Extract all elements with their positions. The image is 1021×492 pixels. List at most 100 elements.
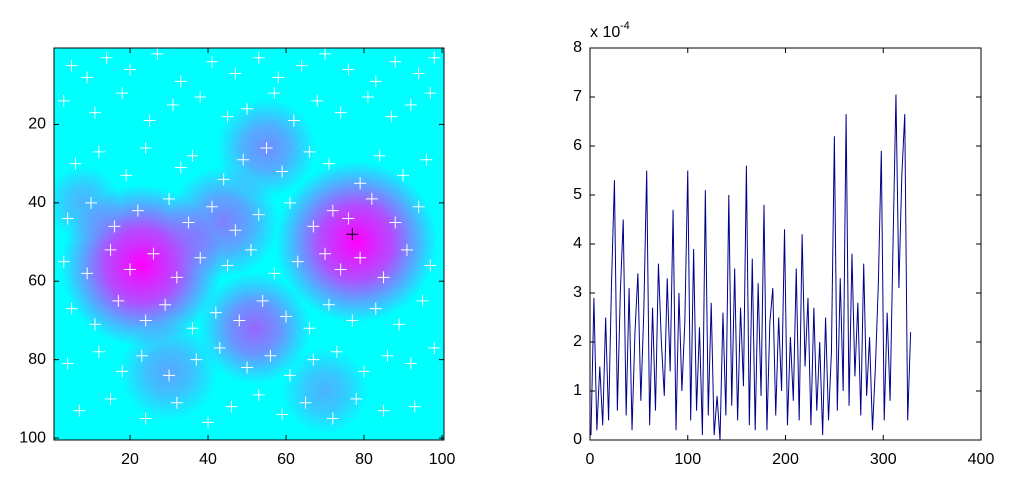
point-marker xyxy=(428,341,441,354)
x-tick-label: 200 xyxy=(772,451,799,468)
point-marker xyxy=(319,48,332,60)
x-tick-label: 20 xyxy=(121,451,139,468)
point-marker xyxy=(233,314,246,327)
point-marker xyxy=(124,63,137,76)
x-tick-label: 400 xyxy=(968,451,995,468)
y-tick-label: 1 xyxy=(573,382,582,399)
point-marker xyxy=(369,302,382,315)
point-marker xyxy=(57,94,70,107)
point-marker xyxy=(116,87,129,100)
point-marker xyxy=(217,173,230,186)
point-marker xyxy=(252,208,265,221)
point-marker xyxy=(190,353,203,366)
background xyxy=(590,48,981,440)
point-marker xyxy=(116,365,129,378)
point-marker xyxy=(237,153,250,166)
point-marker xyxy=(385,110,398,123)
point-marker xyxy=(139,314,152,327)
point-marker xyxy=(322,298,335,311)
point-marker xyxy=(241,361,254,374)
x-tick-label: 0 xyxy=(586,451,595,468)
point-marker xyxy=(299,396,312,409)
point-marker xyxy=(170,396,183,409)
point-marker xyxy=(112,294,125,307)
point-marker xyxy=(92,345,105,358)
y-tick-label: 7 xyxy=(573,88,582,105)
point-marker xyxy=(229,224,242,237)
point-marker xyxy=(73,404,86,417)
point-marker xyxy=(147,247,160,260)
point-marker xyxy=(61,212,74,225)
point-marker xyxy=(252,51,265,64)
point-marker xyxy=(272,71,285,84)
point-marker xyxy=(428,51,441,64)
point-marker xyxy=(377,271,390,284)
point-marker xyxy=(283,196,296,209)
y-tick-label: 4 xyxy=(573,235,582,252)
point-marker xyxy=(104,243,117,256)
point-marker xyxy=(252,388,265,401)
point-marker xyxy=(326,412,339,425)
point-marker xyxy=(174,75,187,88)
point-marker xyxy=(194,251,207,264)
plot-area xyxy=(54,48,444,440)
point-marker xyxy=(412,67,425,80)
hotspot xyxy=(275,160,438,324)
point-marker xyxy=(389,216,402,229)
y-tick-label: 8 xyxy=(573,39,582,56)
y-tick-label: 100 xyxy=(19,429,46,446)
x-tick-label: 80 xyxy=(355,451,373,468)
point-marker xyxy=(334,106,347,119)
point-marker xyxy=(57,255,70,268)
point-marker xyxy=(88,106,101,119)
point-marker xyxy=(354,251,367,264)
point-marker xyxy=(397,169,410,182)
point-marker xyxy=(88,318,101,331)
point-marker xyxy=(358,365,371,378)
x-tick-label: 300 xyxy=(870,451,897,468)
x-tick-label: 100 xyxy=(429,451,456,468)
point-marker xyxy=(365,192,378,205)
point-marker xyxy=(159,298,172,311)
point-marker xyxy=(205,55,218,68)
point-marker xyxy=(221,259,234,272)
point-marker xyxy=(408,400,421,413)
point-marker xyxy=(81,267,94,280)
point-marker xyxy=(412,200,425,213)
y-tick-label: 60 xyxy=(28,272,46,289)
point-marker xyxy=(65,302,78,315)
point-marker xyxy=(225,400,238,413)
point-marker xyxy=(151,48,164,60)
y-multiplier-base: x 10 xyxy=(590,24,620,41)
line-series xyxy=(590,94,912,441)
point-marker xyxy=(124,263,137,276)
point-marker xyxy=(100,51,113,64)
point-marker xyxy=(108,220,121,233)
point-marker xyxy=(276,408,289,421)
point-marker xyxy=(85,196,98,209)
point-marker xyxy=(381,349,394,362)
y-tick-label: 40 xyxy=(28,194,46,211)
point-marker xyxy=(69,157,82,170)
y-multiplier-exponent: -4 xyxy=(620,20,630,32)
point-marker xyxy=(163,192,176,205)
point-marker xyxy=(295,59,308,72)
point-marker xyxy=(174,161,187,174)
point-marker xyxy=(373,149,386,162)
point-marker xyxy=(291,255,304,268)
y-tick-label: 5 xyxy=(573,186,582,203)
point-marker xyxy=(131,204,144,217)
axes-frame xyxy=(53,47,445,441)
point-marker xyxy=(326,204,339,217)
y-tick-label: 0 xyxy=(573,431,582,448)
point-marker xyxy=(209,306,222,319)
point-marker xyxy=(135,349,148,362)
point-marker xyxy=(361,91,374,103)
point-marker xyxy=(303,145,316,158)
point-marker xyxy=(400,243,413,256)
point-marker xyxy=(334,263,347,276)
point-marker xyxy=(256,294,269,307)
point-marker xyxy=(393,318,406,331)
